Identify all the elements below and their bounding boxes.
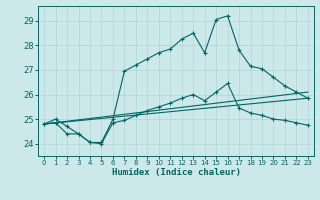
X-axis label: Humidex (Indice chaleur): Humidex (Indice chaleur) [111, 168, 241, 177]
